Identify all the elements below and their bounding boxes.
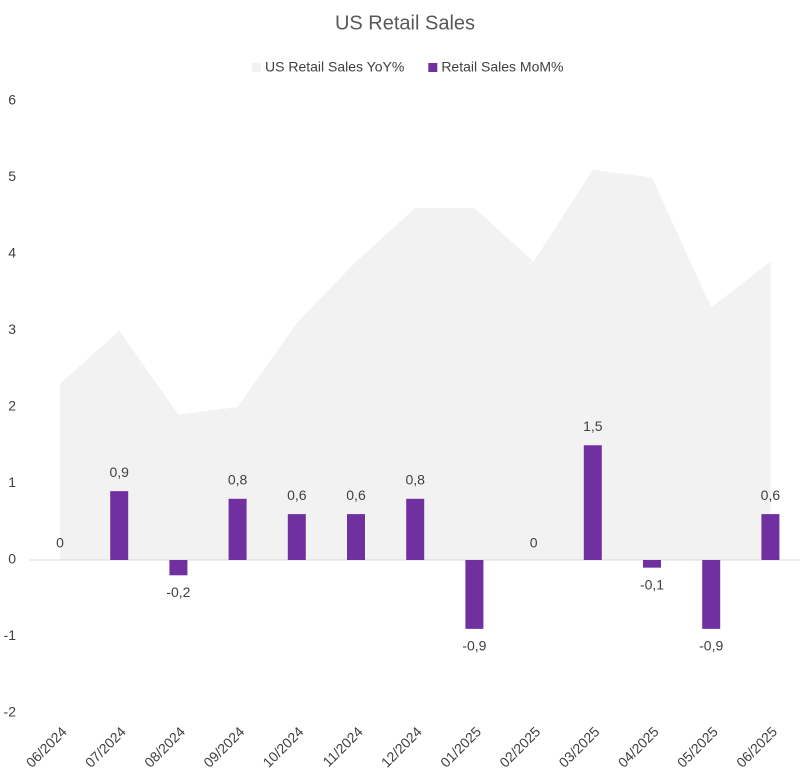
y-tick-label: 5 bbox=[8, 168, 16, 184]
chart-title: US Retail Sales bbox=[335, 12, 475, 34]
data-label: -0,2 bbox=[166, 584, 190, 600]
y-tick-label: -2 bbox=[4, 704, 17, 720]
data-label: 0,8 bbox=[405, 472, 425, 488]
x-tick-label: 09/2024 bbox=[200, 723, 247, 770]
legend-swatch bbox=[428, 63, 438, 72]
data-label: 0,6 bbox=[761, 487, 781, 503]
legend-label: US Retail Sales YoY% bbox=[265, 59, 404, 75]
data-label: 1,5 bbox=[583, 418, 603, 434]
bar bbox=[465, 560, 484, 629]
bar bbox=[643, 560, 661, 568]
bar bbox=[406, 498, 425, 560]
y-tick-label: 4 bbox=[8, 245, 16, 261]
x-tick-label: 05/2025 bbox=[674, 723, 721, 770]
x-tick-label: 01/2025 bbox=[437, 723, 484, 770]
x-tick-label: 07/2024 bbox=[82, 723, 129, 770]
data-label: 0,6 bbox=[346, 487, 366, 503]
data-label: -0,9 bbox=[462, 638, 486, 654]
bar bbox=[347, 514, 365, 560]
y-tick-label: 6 bbox=[8, 92, 16, 108]
x-tick-label: 06/2025 bbox=[733, 723, 780, 770]
bar bbox=[287, 514, 306, 560]
x-tick-label: 03/2025 bbox=[555, 723, 602, 770]
y-tick-label: -1 bbox=[4, 627, 17, 643]
data-label: 0 bbox=[530, 535, 538, 551]
bar bbox=[583, 445, 602, 560]
x-tick-label: 12/2024 bbox=[378, 723, 425, 770]
data-label: -0,1 bbox=[640, 576, 664, 592]
bar bbox=[110, 491, 129, 560]
legend-label: Retail Sales MoM% bbox=[441, 59, 563, 75]
data-label: 0,8 bbox=[228, 472, 248, 488]
data-label: 0 bbox=[56, 535, 64, 551]
x-tick-label: 10/2024 bbox=[259, 723, 306, 770]
y-tick-label: 2 bbox=[8, 398, 16, 414]
data-label: -0,9 bbox=[699, 638, 723, 654]
y-tick-label: 0 bbox=[8, 551, 16, 567]
x-tick-label: 08/2024 bbox=[141, 723, 188, 770]
bar bbox=[702, 560, 721, 629]
y-tick-label: 1 bbox=[8, 474, 16, 490]
x-tick-label: 06/2024 bbox=[23, 723, 70, 770]
x-tick-label: 02/2025 bbox=[496, 723, 543, 770]
x-tick-label: 04/2025 bbox=[615, 723, 662, 770]
data-label: 0,6 bbox=[287, 487, 307, 503]
bar bbox=[761, 514, 780, 560]
data-label: 0,9 bbox=[109, 464, 129, 480]
bar bbox=[228, 498, 247, 560]
legend-swatch bbox=[252, 63, 261, 72]
y-tick-label: 3 bbox=[8, 321, 16, 337]
bar bbox=[169, 560, 188, 576]
x-tick-label: 11/2024 bbox=[319, 723, 366, 770]
